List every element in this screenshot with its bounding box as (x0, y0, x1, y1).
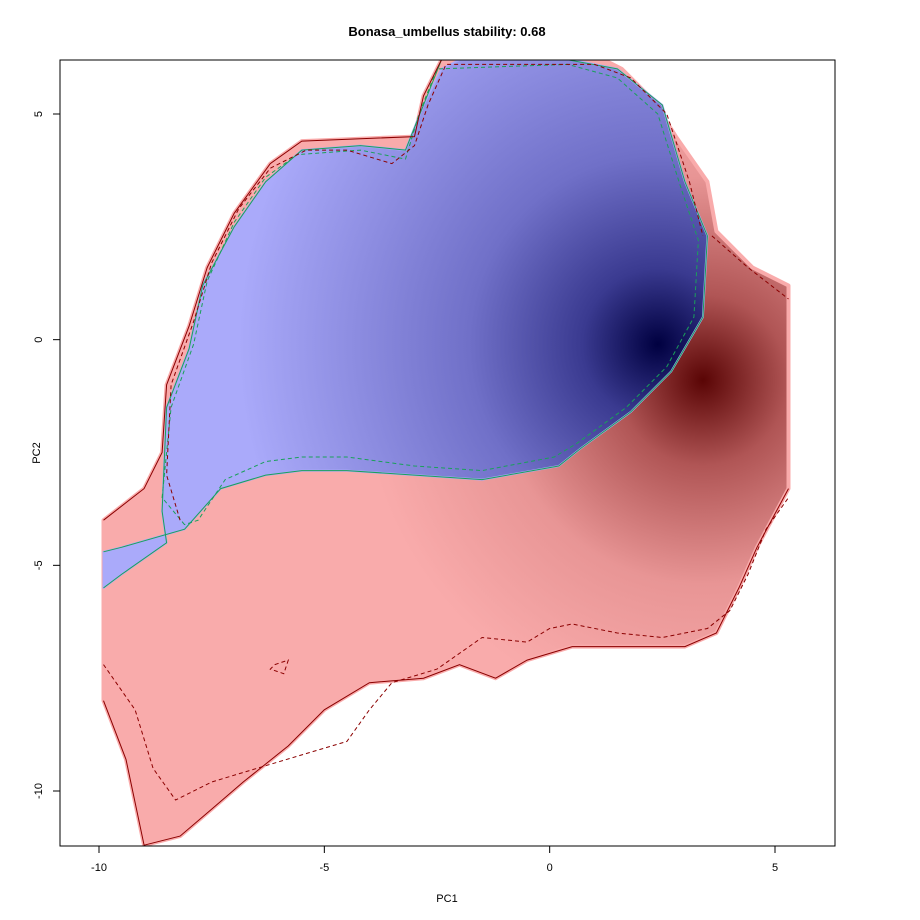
x-tick-label: 0 (547, 862, 553, 874)
y-tick-label: 0 (33, 337, 45, 343)
contour-red-solid-lower (103, 488, 789, 846)
contour-red-dashed-islet (269, 659, 290, 675)
x-axis: -10 -5 0 5 (91, 845, 778, 874)
chart-title: Bonasa_umbellus stability: 0.68 (348, 24, 545, 39)
y-tick-label: 5 (33, 111, 45, 117)
contour-blue-solid (103, 60, 708, 589)
x-axis-label: PC1 (436, 893, 457, 905)
x-tick-label: -10 (91, 862, 107, 874)
y-tick-label: -5 (33, 560, 45, 570)
x-tick-label: 5 (772, 862, 778, 874)
contour-red-solid-outer (103, 60, 442, 521)
density-regions (101, 60, 791, 846)
y-axis: -10 -5 0 5 (33, 111, 61, 799)
x-tick-label: -5 (319, 862, 329, 874)
contour-lines (103, 60, 789, 846)
y-tick-label: -10 (33, 783, 45, 799)
contour-red-dashed-lower (103, 497, 789, 801)
contour-blue-dashed (161, 63, 699, 526)
contour-red-dashed-right (711, 235, 789, 300)
y-axis-label: PC2 (31, 442, 43, 463)
